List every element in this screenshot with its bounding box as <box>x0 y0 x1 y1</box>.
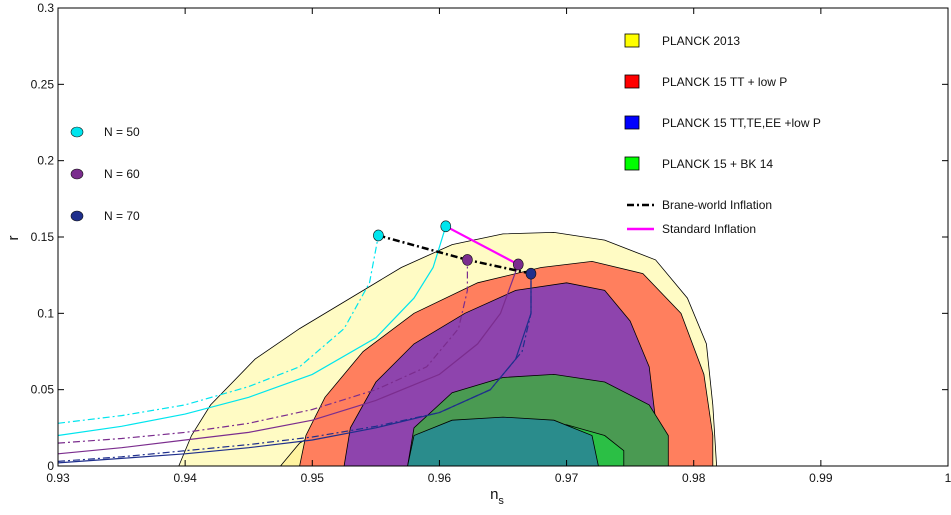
model-markers <box>373 220 537 280</box>
y-tick-label-5: 0.25 <box>31 77 55 91</box>
constraints-legend-label-3: PLANCK 15 + BK 14 <box>662 157 773 171</box>
marker-0 <box>373 229 384 242</box>
models-legend: Brane-world Inflation Standard Inflation <box>627 198 772 236</box>
constraints-legend-swatch-0 <box>624 33 640 48</box>
marker-2 <box>462 254 473 266</box>
efolds-legend-marker-0 <box>70 126 84 138</box>
marker-3 <box>512 258 524 271</box>
constraints-legend: PLANCK 2013 PLANCK 15 TT + low P PLANCK 15… <box>624 33 821 171</box>
x-axis-title-main: n <box>490 486 498 503</box>
marker-4 <box>525 267 537 280</box>
x-tick-label-0: 0.93 <box>46 471 70 485</box>
x-tick-label-6: 0.99 <box>809 471 833 485</box>
constraints-legend-swatch-2 <box>624 115 640 130</box>
y-axis-ticks: 0 0.05 0.1 0.15 0.2 0.25 0.3 <box>31 1 948 473</box>
y-tick-label-2: 0.1 <box>37 306 54 320</box>
models-legend-label-1: Standard Inflation <box>662 222 756 236</box>
y-tick-label-1: 0.05 <box>31 383 55 397</box>
x-tick-label-1: 0.94 <box>173 471 197 485</box>
constraints-legend-swatch-1 <box>624 74 640 89</box>
y-tick-label-4: 0.2 <box>37 154 54 168</box>
models-legend-label-0: Brane-world Inflation <box>662 198 772 212</box>
curve-7 <box>445 225 519 266</box>
y-tick-label-6: 0.3 <box>37 1 54 15</box>
marker-1 <box>440 220 452 233</box>
model-curves <box>57 225 532 464</box>
x-tick-label-5: 0.98 <box>682 471 706 485</box>
curve-2 <box>57 264 519 455</box>
constraints-legend-label-0: PLANCK 2013 <box>662 34 740 48</box>
constraints-legend-label-2: PLANCK 15 TT,TE,EE +low P <box>662 116 821 130</box>
x-axis-title: ns <box>490 486 504 507</box>
curve-3 <box>57 259 468 444</box>
y-tick-label-0: 0 <box>47 459 54 473</box>
y-axis-title: r <box>5 236 22 241</box>
x-tick-label-2: 0.95 <box>301 471 325 485</box>
constraints-legend-label-1: PLANCK 15 TT + low P <box>662 75 787 89</box>
x-tick-label-4: 0.97 <box>555 471 579 485</box>
contour-8 <box>407 416 599 467</box>
x-tick-label-3: 0.96 <box>428 471 452 485</box>
efolds-legend-label-1: N = 60 <box>104 167 140 181</box>
curve-4 <box>57 273 532 464</box>
confidence-contours <box>178 231 718 467</box>
x-axis-title-subscript: s <box>498 495 504 507</box>
efolds-legend-marker-2 <box>70 210 84 222</box>
curve-5 <box>57 273 532 462</box>
x-tick-label-7: 1 <box>945 471 951 485</box>
curve-1 <box>57 235 379 424</box>
efolds-legend-label-0: N = 50 <box>104 125 140 139</box>
y-tick-label-3: 0.15 <box>31 230 55 244</box>
efolds-legend: N = 50 N = 60 N = 70 <box>70 125 140 223</box>
curve-0 <box>57 226 447 437</box>
efolds-legend-marker-1 <box>70 168 84 180</box>
constraints-legend-swatch-3 <box>624 156 640 171</box>
efolds-legend-label-2: N = 70 <box>104 209 140 223</box>
x-axis-ticks: 0.93 0.94 0.95 0.96 0.97 0.98 0.99 1 <box>46 8 951 485</box>
